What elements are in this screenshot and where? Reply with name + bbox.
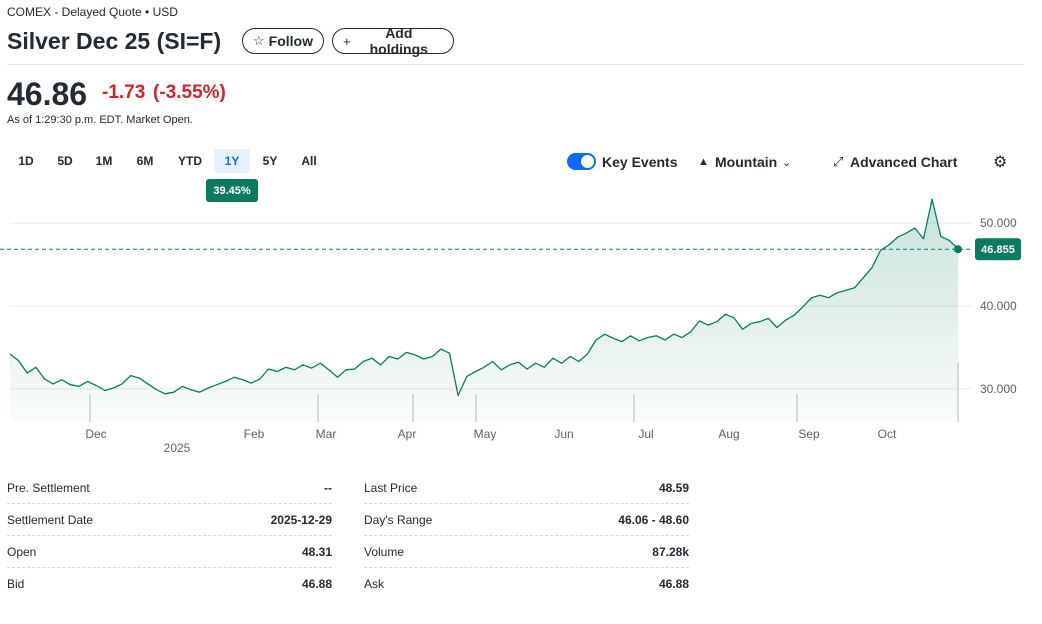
stat-settlement-date: Settlement Date 2025-12-29 — [7, 504, 332, 536]
market-meta: COMEX - Delayed Quote • USD — [7, 5, 178, 19]
range-6m[interactable]: 6M — [136, 154, 154, 168]
x-tick-label: Jun — [554, 427, 573, 441]
y-tick-label: 40.000 — [980, 299, 1017, 313]
stat-value: 48.31 — [301, 544, 332, 559]
range-ytd[interactable]: YTD — [178, 154, 202, 168]
range-5d[interactable]: 5D — [57, 154, 73, 168]
expand-icon: ⤢ — [833, 154, 844, 169]
stat-pre-settlement: Pre. Settlement -- — [7, 472, 332, 504]
x-tick-label: Mar — [316, 427, 337, 441]
price-chart[interactable]: 50.000 40.000 30.000 46.855 Dec Feb Mar Apr May J… — [0, 190, 1042, 460]
quote-timestamp: As of 1:29:30 p.m. EDT. Market Open. — [7, 114, 193, 126]
x-tick-label: May — [474, 427, 497, 441]
y-tick-label: 30.000 — [980, 382, 1017, 396]
stat-ask: Ask 46.88 — [364, 568, 689, 600]
price-change-percent: (-3.55%) — [153, 82, 226, 103]
current-value-tag — [975, 238, 1021, 261]
x-tick-label: Apr — [398, 427, 417, 441]
x-tick-label: Feb — [244, 427, 265, 441]
stat-label: Ask — [364, 577, 385, 591]
mountain-icon: ▲ — [698, 156, 709, 168]
plus-icon: + — [343, 33, 351, 49]
range-1y[interactable]: 1Y — [214, 149, 250, 173]
follow-button[interactable]: ☆ Follow — [242, 28, 324, 54]
add-holdings-button[interactable]: + Add holdings — [332, 25, 454, 57]
stat-label: Open — [7, 544, 37, 559]
stat-bid: Bid 46.88 — [7, 568, 332, 600]
x-year-label: 2025 — [164, 441, 191, 455]
current-value-dot — [954, 245, 962, 254]
range-1m[interactable]: 1M — [95, 154, 113, 168]
instrument-title: Silver Dec 25 (SI=F) — [7, 28, 222, 54]
advanced-chart-button[interactable]: Advanced Chart — [850, 154, 958, 170]
chart-type-dropdown[interactable]: Mountain — [715, 154, 778, 170]
x-tick-label: Sep — [798, 427, 820, 441]
stat-value: 46.88 — [301, 577, 332, 591]
stat-value: 2025-12-29 — [270, 512, 332, 527]
range-all[interactable]: All — [301, 154, 317, 168]
key-events-label[interactable]: Key Events — [602, 154, 678, 170]
toggle-knob — [581, 155, 594, 168]
stat-last-price: Last Price 48.59 — [364, 472, 689, 504]
x-tick-label: Aug — [718, 427, 739, 441]
price-line — [9, 198, 959, 397]
range-1d[interactable]: 1D — [18, 154, 34, 168]
stat-volume: Volume 87.28k — [364, 536, 689, 568]
price-change: -1.73 — [102, 82, 146, 103]
stat-value: 46.88 — [658, 577, 689, 591]
stat-label: Bid — [7, 577, 25, 591]
star-icon: ☆ — [253, 33, 265, 48]
stat-label: Last Price — [364, 480, 418, 495]
stat-value: 46.06 - 48.60 — [618, 512, 689, 527]
area-fill — [10, 199, 958, 422]
stat-value: 48.59 — [658, 480, 689, 495]
chart-svg: 50.000 40.000 30.000 46.855 Dec Feb Mar Apr May J… — [0, 198, 1021, 455]
stat-value: -- — [324, 480, 332, 495]
current-value-label: 46.855 — [981, 244, 1015, 256]
y-tick-label: 50.000 — [980, 216, 1017, 230]
follow-label: Follow — [268, 33, 313, 49]
range-5y[interactable]: 5Y — [262, 154, 278, 168]
key-events-toggle[interactable] — [567, 153, 596, 170]
range-performance-badge: 39.45% — [206, 179, 258, 202]
chevron-down-icon[interactable]: ⌄ — [782, 157, 792, 169]
add-holdings-label: Add holdings — [369, 25, 428, 57]
stat-days-range: Day's Range 46.06 - 48.60 — [364, 504, 689, 536]
stat-value: 87.28k — [652, 544, 689, 559]
stat-open: Open 48.31 — [7, 536, 332, 568]
header-divider — [7, 64, 1024, 65]
stat-label: Settlement Date — [7, 512, 94, 527]
stat-label: Pre. Settlement — [7, 480, 90, 495]
settings-gear-icon[interactable]: ⚙ — [993, 154, 1008, 171]
stat-label: Volume — [364, 544, 405, 559]
x-tick-label: Jul — [638, 427, 653, 441]
x-tick-label: Oct — [878, 427, 897, 441]
stat-label: Day's Range — [364, 512, 433, 527]
x-tick-label: Dec — [85, 427, 106, 441]
current-price: 46.86 — [7, 76, 88, 112]
